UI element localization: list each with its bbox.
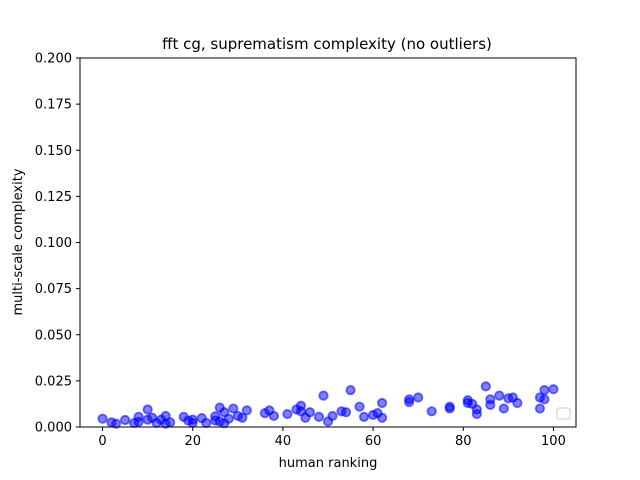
legend-box bbox=[556, 407, 571, 420]
y-tick-label: 0.175 bbox=[35, 98, 72, 113]
data-point bbox=[313, 411, 325, 422]
x-tick-label: 20 bbox=[184, 434, 201, 449]
y-axis-ticks: 0.000 0.025 0.050 0.075 0.100 0.125 0.150 0.175… bbox=[35, 52, 80, 436]
data-point bbox=[377, 412, 388, 423]
data-point bbox=[187, 417, 198, 429]
x-tick-label: 0 bbox=[98, 434, 106, 449]
data-point bbox=[485, 399, 496, 410]
data-point bbox=[494, 390, 505, 401]
data-point bbox=[539, 384, 550, 396]
data-point bbox=[548, 384, 559, 395]
data-point bbox=[241, 405, 252, 416]
data-point bbox=[512, 397, 523, 409]
data-point bbox=[201, 417, 212, 429]
data-point bbox=[327, 410, 338, 422]
data-point bbox=[345, 384, 356, 396]
x-tick-label: 80 bbox=[455, 434, 472, 449]
data-point bbox=[340, 407, 352, 418]
y-tick-label: 0.050 bbox=[35, 328, 72, 343]
y-tick-label: 0.125 bbox=[35, 190, 72, 205]
data-point bbox=[480, 381, 491, 392]
y-tick-label: 0.025 bbox=[35, 374, 72, 389]
data-point bbox=[358, 411, 370, 422]
data-point bbox=[534, 403, 546, 414]
data-point bbox=[318, 390, 329, 401]
data-point bbox=[119, 414, 131, 426]
data-point bbox=[539, 394, 550, 405]
data-point bbox=[165, 417, 176, 428]
data-point bbox=[133, 416, 144, 427]
data-point bbox=[444, 403, 455, 414]
data-point bbox=[377, 397, 388, 409]
data-point bbox=[413, 392, 424, 403]
data-point bbox=[237, 412, 248, 423]
chart-title: fft cg, suprematism complexity (no outli… bbox=[162, 35, 492, 53]
data-point bbox=[110, 418, 122, 429]
y-tick-label: 0.000 bbox=[35, 421, 72, 436]
y-tick-label: 0.100 bbox=[35, 236, 72, 251]
y-tick-label: 0.200 bbox=[35, 52, 72, 67]
x-tick-label: 100 bbox=[541, 434, 566, 449]
data-point bbox=[228, 403, 239, 414]
data-point bbox=[354, 401, 365, 412]
y-tick-label: 0.075 bbox=[35, 282, 72, 297]
data-points bbox=[97, 381, 559, 429]
data-point bbox=[268, 410, 279, 422]
data-point bbox=[97, 413, 108, 424]
data-point bbox=[223, 413, 234, 424]
data-point bbox=[304, 407, 316, 418]
data-point bbox=[142, 404, 153, 415]
data-point bbox=[282, 408, 293, 420]
data-point bbox=[426, 406, 437, 417]
y-axis-title: multi-scale complexity bbox=[11, 168, 26, 315]
data-point bbox=[404, 396, 415, 408]
x-tick-label: 60 bbox=[365, 434, 382, 449]
data-point bbox=[471, 408, 482, 420]
x-tick-label: 40 bbox=[275, 434, 292, 449]
x-axis-ticks: 0 20 40 60 80 100 bbox=[98, 427, 566, 449]
y-tick-label: 0.150 bbox=[35, 144, 72, 159]
x-axis-title: human ranking bbox=[279, 456, 378, 471]
data-point bbox=[498, 403, 509, 414]
